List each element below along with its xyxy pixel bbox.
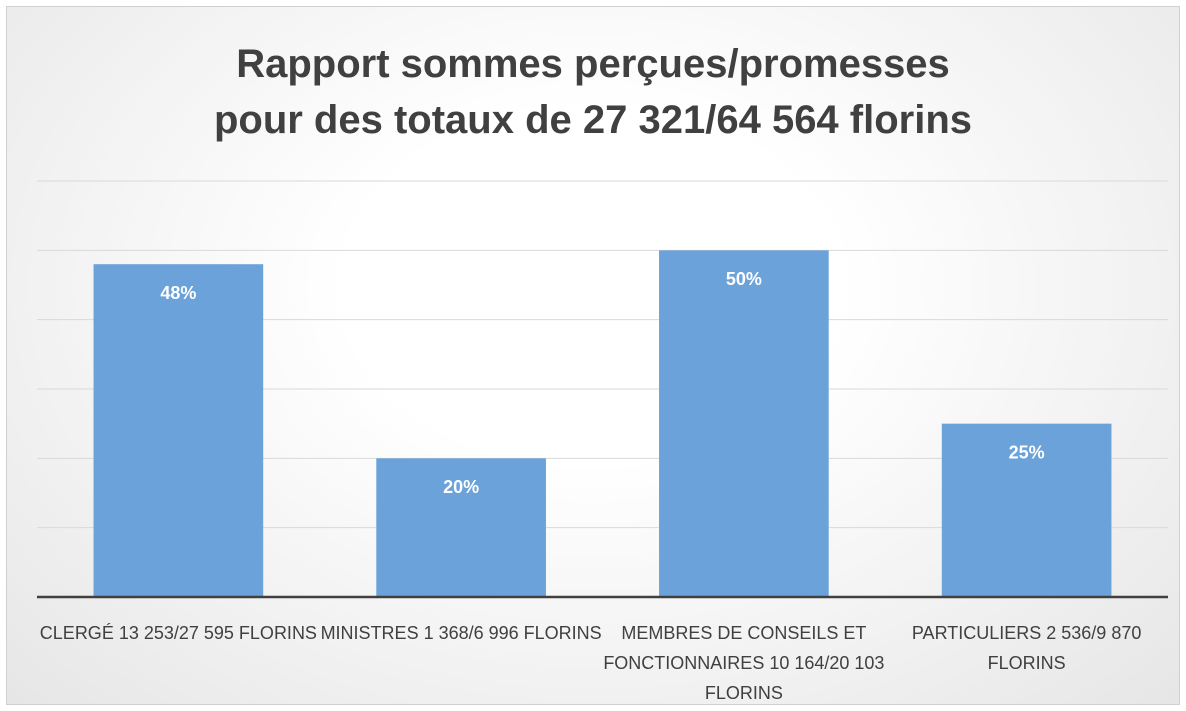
data-label: 25%: [1009, 442, 1045, 462]
bar: [93, 264, 264, 597]
chart-title: Rapport sommes perçues/promesses pour de…: [213, 42, 973, 142]
bar: [941, 423, 1112, 597]
data-label: 50%: [726, 269, 762, 289]
x-tick-label: PARTICULIERS 2 536/9 870 FLORINS: [911, 623, 1142, 673]
bar: [376, 458, 546, 597]
x-tick-label: CLERGÉ 13 253/27 595 FLORINS: [39, 623, 317, 643]
x-tick-label: MINISTRES 1 368/6 996 FLORINS: [320, 623, 602, 643]
data-label: 20%: [443, 477, 479, 497]
x-tick-label: MEMBRES DE CONSEILS ET FONCTIONNAIRES 10…: [603, 623, 885, 703]
bar: [659, 250, 829, 598]
data-label: 48%: [160, 283, 196, 303]
